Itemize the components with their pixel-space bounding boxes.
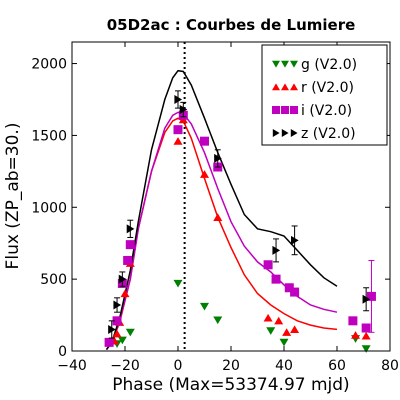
legend-marker (272, 129, 280, 137)
legend-item-i: i (V2.0) (272, 103, 352, 119)
point-r (290, 325, 300, 334)
legend-marker (290, 83, 298, 91)
point-g (279, 338, 289, 347)
y-tick-label: 2000 (31, 57, 67, 73)
y-tick-label: 1000 (31, 200, 67, 216)
point-r (112, 329, 122, 338)
point-r (200, 170, 209, 178)
point-r (274, 316, 284, 325)
point-g (200, 302, 209, 311)
point-r (351, 331, 361, 339)
legend-label: i (V2.0) (301, 103, 352, 119)
y-axis-title: Flux (ZP_ab=30.) (3, 123, 23, 270)
point-g (173, 279, 183, 288)
x-tick-label: −40 (57, 358, 87, 374)
point-z (272, 245, 281, 255)
point-i (125, 240, 135, 250)
point-i (348, 316, 358, 326)
point-g (125, 328, 135, 337)
point-z (126, 224, 135, 234)
legend-item-g: g (V2.0) (272, 57, 357, 73)
legend: g (V2.0) r (V2.0) i (V2.0) z (V2.0) (261, 44, 388, 146)
point-i (366, 291, 376, 301)
legend-marker (290, 129, 298, 137)
point-r (213, 213, 223, 221)
point-i (112, 316, 122, 326)
chart-title: 05D2ac : Courbes de Lumiere (107, 16, 356, 34)
x-tick-label: 0 (174, 358, 183, 374)
point-i (271, 274, 281, 284)
x-tick-label: −20 (110, 358, 140, 374)
point-i (200, 136, 209, 146)
point-i (173, 125, 183, 135)
point-g (213, 316, 223, 325)
point-r (173, 137, 183, 145)
point-r (282, 328, 292, 336)
point-z (108, 324, 116, 334)
legend-item-r: r (V2.0) (272, 80, 354, 96)
point-i (290, 287, 300, 297)
legend-marker (272, 83, 280, 91)
y-tick-label: 500 (40, 272, 67, 288)
point-g (361, 345, 371, 353)
point-z (174, 94, 183, 104)
point-i (361, 323, 371, 333)
legend-marker (281, 83, 289, 91)
y-tick-label: 0 (58, 344, 67, 360)
legend-marker (290, 60, 298, 68)
point-z (113, 300, 122, 310)
point-r (361, 331, 371, 340)
legend-marker (272, 106, 280, 114)
legend-label: z (V2.0) (301, 126, 356, 142)
legend-label: g (V2.0) (301, 57, 357, 73)
legend-marker (281, 129, 289, 137)
x-tick-label: 20 (222, 358, 240, 374)
point-r (263, 313, 273, 322)
legend-label: r (V2.0) (301, 80, 354, 96)
point-i (263, 260, 273, 270)
x-tick-label: 60 (328, 358, 346, 374)
x-tick-label: 40 (275, 358, 293, 374)
x-axis-title: Phase (Max=53374.97 mjd) (112, 375, 349, 395)
point-z (214, 153, 222, 163)
point-g (266, 327, 276, 335)
point-i (123, 255, 133, 265)
legend-item-z: z (V2.0) (272, 126, 356, 142)
legend-marker (272, 60, 280, 68)
legend-marker (281, 60, 289, 68)
x-tick-label: 80 (381, 358, 399, 374)
legend-marker (290, 106, 298, 114)
point-z (118, 274, 127, 284)
point-g (117, 336, 127, 345)
data-points (104, 90, 376, 353)
y-tick-label: 1500 (31, 128, 67, 144)
point-r (120, 289, 130, 298)
point-z (362, 294, 371, 304)
legend-marker (281, 106, 289, 114)
point-z (179, 105, 188, 115)
point-z (291, 235, 299, 245)
point-i (104, 337, 114, 347)
